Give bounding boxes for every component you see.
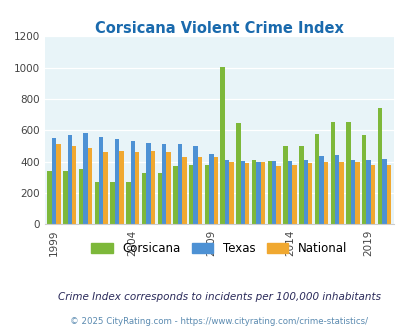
Bar bbox=[298, 146, 303, 224]
Bar bbox=[130, 141, 134, 224]
Bar bbox=[213, 157, 217, 224]
Bar bbox=[115, 139, 119, 224]
Bar bbox=[314, 134, 318, 224]
Bar bbox=[110, 182, 115, 224]
Bar bbox=[323, 162, 327, 224]
Bar bbox=[87, 148, 92, 224]
Bar bbox=[79, 169, 83, 224]
Bar bbox=[197, 157, 202, 224]
Bar bbox=[162, 144, 166, 224]
Bar bbox=[68, 135, 72, 224]
Bar bbox=[236, 122, 240, 224]
Bar bbox=[256, 162, 260, 224]
Bar bbox=[370, 165, 374, 224]
Bar bbox=[381, 159, 386, 224]
Bar bbox=[141, 173, 146, 224]
Bar bbox=[377, 108, 381, 224]
Bar bbox=[103, 151, 108, 224]
Bar bbox=[386, 165, 390, 224]
Bar bbox=[72, 146, 76, 224]
Bar bbox=[56, 145, 61, 224]
Bar bbox=[209, 154, 213, 224]
Bar bbox=[63, 171, 68, 224]
Bar bbox=[292, 165, 296, 224]
Bar bbox=[193, 146, 197, 224]
Bar bbox=[150, 151, 155, 224]
Bar bbox=[182, 157, 186, 224]
Bar bbox=[287, 161, 292, 224]
Bar bbox=[146, 143, 150, 224]
Bar bbox=[283, 146, 287, 224]
Bar bbox=[267, 161, 271, 224]
Bar bbox=[334, 155, 339, 224]
Bar bbox=[271, 161, 276, 224]
Bar bbox=[166, 152, 171, 224]
Bar bbox=[350, 160, 354, 224]
Bar bbox=[330, 122, 334, 224]
Bar bbox=[366, 160, 370, 224]
Bar bbox=[189, 165, 193, 224]
Bar bbox=[220, 67, 224, 224]
Bar bbox=[173, 166, 177, 224]
Bar bbox=[303, 160, 307, 224]
Bar bbox=[177, 145, 182, 224]
Bar bbox=[276, 166, 280, 224]
Bar bbox=[94, 182, 99, 224]
Bar bbox=[307, 163, 311, 224]
Bar bbox=[345, 122, 350, 224]
Text: Corsicana Violent Crime Index: Corsicana Violent Crime Index bbox=[95, 21, 343, 36]
Legend: Corsicana, Texas, National: Corsicana, Texas, National bbox=[86, 237, 351, 260]
Text: © 2025 CityRating.com - https://www.cityrating.com/crime-statistics/: © 2025 CityRating.com - https://www.city… bbox=[70, 317, 367, 326]
Bar bbox=[361, 135, 366, 224]
Text: Crime Index corresponds to incidents per 100,000 inhabitants: Crime Index corresponds to incidents per… bbox=[58, 292, 380, 302]
Bar bbox=[157, 173, 162, 224]
Bar bbox=[126, 182, 130, 224]
Bar bbox=[240, 161, 245, 224]
Bar bbox=[99, 137, 103, 224]
Bar bbox=[318, 156, 323, 224]
Bar bbox=[245, 163, 249, 224]
Bar bbox=[339, 162, 343, 224]
Bar bbox=[47, 171, 52, 224]
Bar bbox=[229, 162, 233, 224]
Bar bbox=[134, 151, 139, 224]
Bar bbox=[83, 134, 87, 224]
Bar bbox=[252, 160, 256, 224]
Bar bbox=[260, 162, 264, 224]
Bar bbox=[224, 160, 229, 224]
Bar bbox=[204, 165, 209, 224]
Bar bbox=[354, 162, 359, 224]
Bar bbox=[52, 138, 56, 224]
Bar bbox=[119, 151, 123, 224]
